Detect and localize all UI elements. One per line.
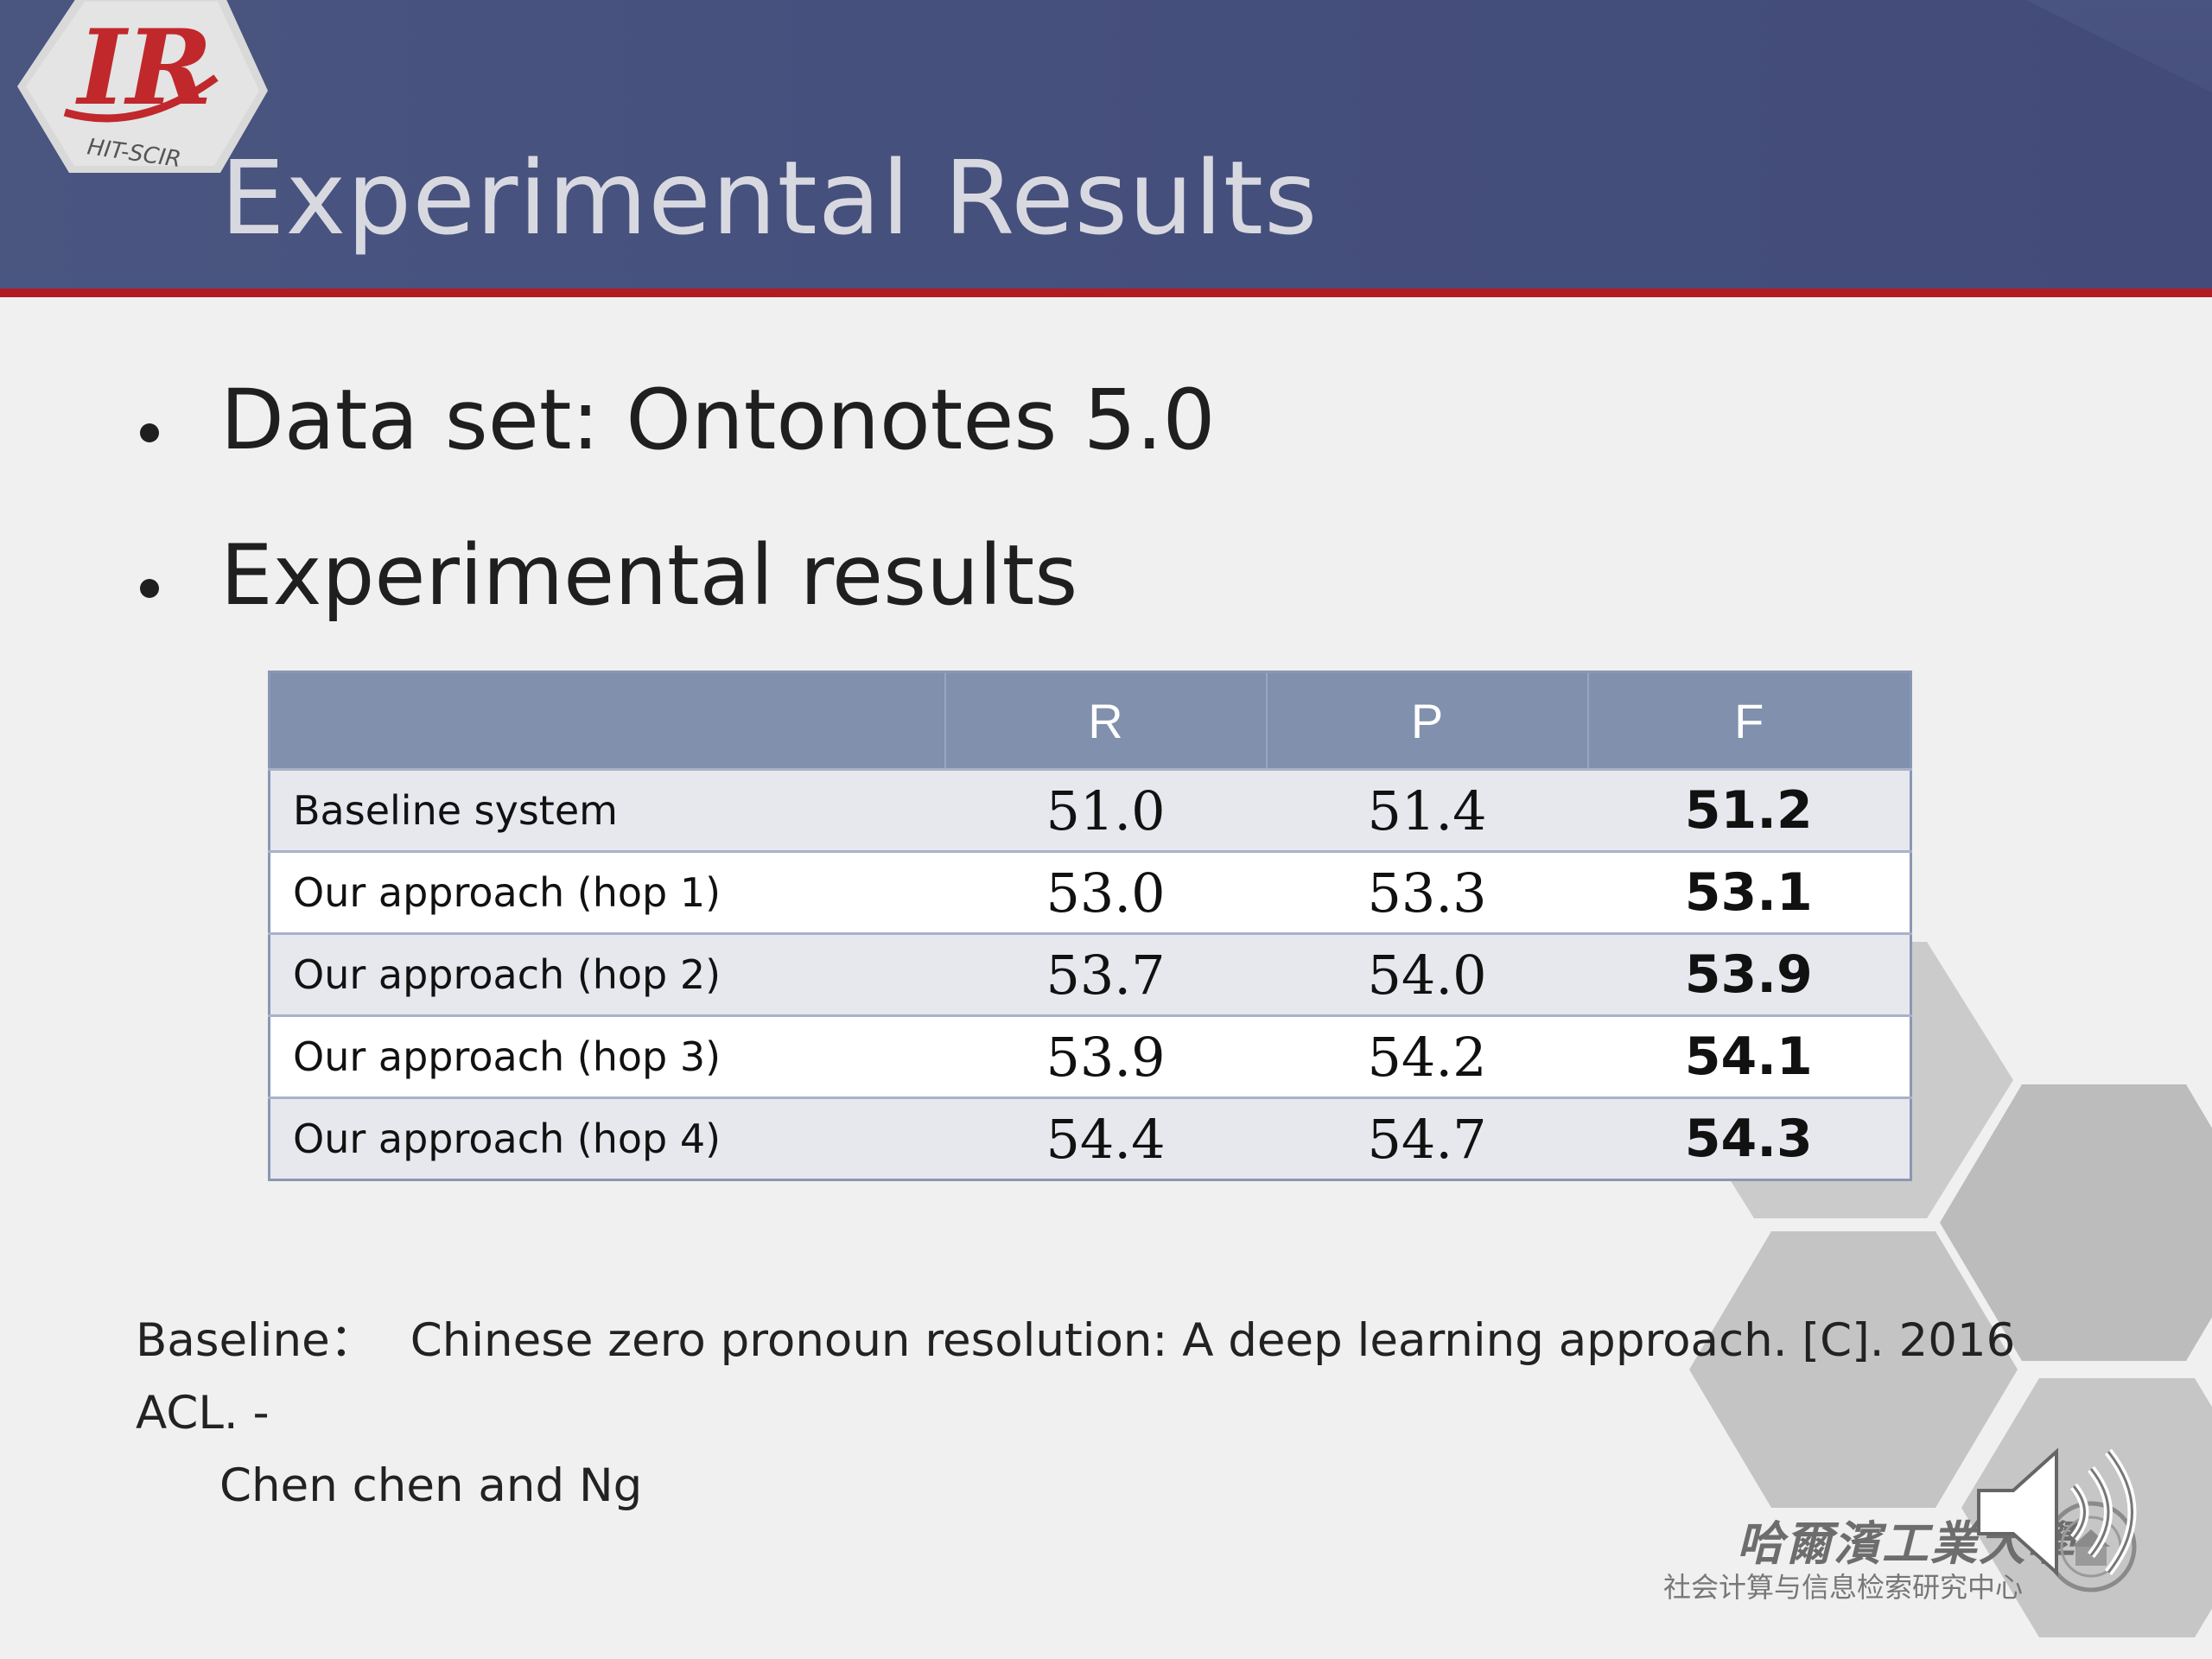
cell-r: 54.4 bbox=[944, 1096, 1267, 1180]
cell-f: 54.3 bbox=[1587, 1096, 1911, 1180]
research-center-name: 社会计算与信息检索研究中心 bbox=[1663, 1571, 2024, 1604]
row-name: Our approach (hop 3) bbox=[269, 1014, 945, 1098]
column-header: P bbox=[1266, 671, 1589, 770]
column-header bbox=[269, 671, 946, 770]
table-header-row: R P F bbox=[269, 671, 1911, 770]
row-name: Our approach (hop 4) bbox=[269, 1096, 945, 1180]
cell-f: 53.9 bbox=[1587, 932, 1911, 1016]
column-header: R bbox=[944, 671, 1268, 770]
slide-title: Experimental Results bbox=[220, 138, 1319, 257]
cell-f: 53.1 bbox=[1587, 850, 1911, 934]
speaker-icon[interactable] bbox=[1974, 1439, 2147, 1586]
bullet-dot bbox=[140, 423, 159, 442]
reference-line2: Chen chen and Ng bbox=[219, 1459, 643, 1512]
cell-r: 53.7 bbox=[944, 932, 1267, 1016]
cell-p: 53.3 bbox=[1266, 850, 1588, 934]
bullet-dot bbox=[140, 579, 159, 598]
bullet-text: Data set: Ontonotes 5.0 bbox=[220, 372, 1216, 468]
cell-f: 51.2 bbox=[1587, 768, 1911, 852]
cell-r: 51.0 bbox=[944, 768, 1267, 852]
results-table: R P F Baseline system 51.0 51.4 51.2 Our… bbox=[268, 671, 1912, 1181]
cell-r: 53.9 bbox=[944, 1014, 1267, 1098]
column-header: F bbox=[1587, 671, 1911, 770]
header-rule bbox=[0, 289, 2212, 297]
table-row: Our approach (hop 3) 53.9 54.2 54.1 bbox=[269, 1014, 1911, 1098]
table-row: Baseline system 51.0 51.4 51.2 bbox=[269, 768, 1911, 852]
header-facet bbox=[1599, 0, 2212, 175]
logo-text: IR bbox=[75, 7, 213, 129]
row-name: Our approach (hop 1) bbox=[269, 850, 945, 934]
cell-p: 54.0 bbox=[1266, 932, 1588, 1016]
reference-line1: Chinese zero pronoun resolution: A deep … bbox=[136, 1314, 2016, 1440]
bullet-text: Experimental results bbox=[220, 527, 1078, 624]
cell-p: 54.7 bbox=[1266, 1096, 1588, 1180]
cell-p: 51.4 bbox=[1266, 768, 1588, 852]
cell-f: 54.1 bbox=[1587, 1014, 1911, 1098]
table-row: Our approach (hop 2) 53.7 54.0 53.9 bbox=[269, 932, 1911, 1016]
row-name: Baseline system bbox=[269, 768, 945, 852]
row-name: Our approach (hop 2) bbox=[269, 932, 945, 1016]
table-row: Our approach (hop 1) 53.0 53.3 53.1 bbox=[269, 850, 1911, 934]
header-band bbox=[0, 0, 2212, 290]
cell-p: 54.2 bbox=[1266, 1014, 1588, 1098]
table-row: Our approach (hop 4) 54.4 54.7 54.3 bbox=[269, 1096, 1911, 1180]
hit-scir-logo: IR HIT-SCIR bbox=[17, 0, 268, 173]
reference-label: Baseline： bbox=[136, 1314, 376, 1367]
cell-r: 53.0 bbox=[944, 850, 1267, 934]
baseline-reference: Baseline： Chinese zero pronoun resolution… bbox=[136, 1305, 2123, 1522]
